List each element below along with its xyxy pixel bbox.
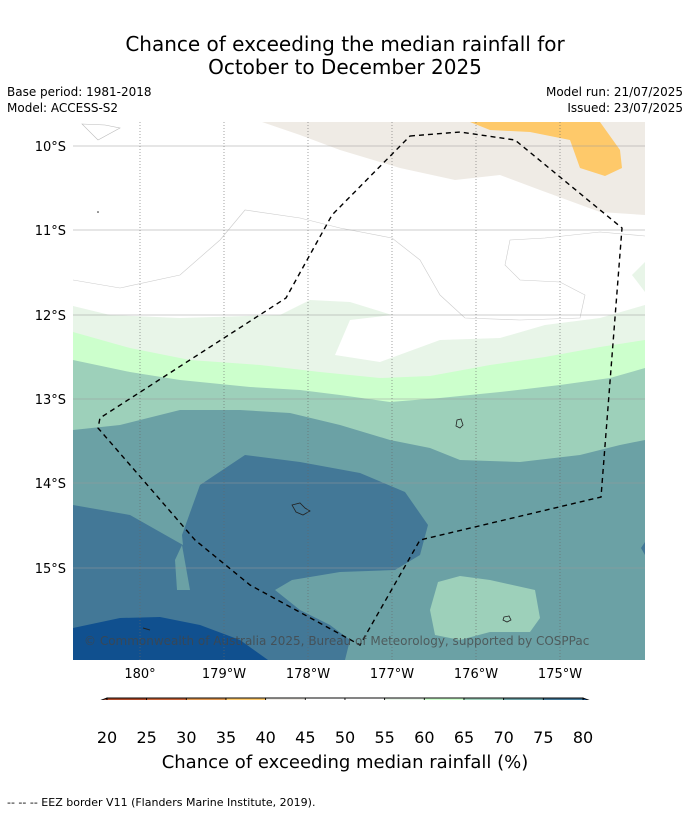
colorbar-tick-label: 55	[374, 728, 395, 747]
island-outline	[142, 627, 151, 631]
lat-label: 11°S	[35, 224, 66, 239]
lat-label: 12°S	[35, 309, 66, 324]
region-75-80	[73, 455, 428, 660]
model-run-text: Model run: 21/07/2025	[545, 85, 683, 99]
island-outline	[291, 502, 311, 516]
lon-label: 175°W	[538, 667, 582, 682]
lat-label: 14°S	[35, 477, 66, 492]
colorbar	[100, 697, 590, 700]
colorbar-tick-label: 35	[215, 728, 237, 747]
colorbar-tick-label: 65	[453, 728, 475, 747]
colorbar-under-arrow	[100, 697, 108, 700]
issued-text: Issued: 23/07/2025	[567, 101, 683, 115]
probability-contours	[73, 122, 645, 660]
eez-border	[97, 131, 623, 646]
island-outline	[455, 418, 464, 429]
region-55-60-edge	[632, 262, 645, 292]
region-40-45	[262, 122, 645, 215]
gridlines	[73, 122, 645, 660]
colorbar-tick-label: 75	[533, 728, 554, 747]
model-text: Model: ACCESS-S2	[7, 101, 119, 115]
chart-title-line2: October to December 2025	[208, 55, 482, 79]
contour-line	[81, 123, 121, 141]
colorbar-tick-label: 50	[334, 728, 356, 747]
colorbar-outline	[106, 697, 584, 700]
region-65-70-patch	[430, 576, 540, 640]
lat-label: 10°S	[35, 140, 66, 155]
lon-label: 180°	[124, 667, 155, 682]
colorbar-title: Chance of exceeding median rainfall (%)	[161, 752, 529, 773]
lat-label: 13°S	[35, 393, 66, 408]
island-dot	[97, 211, 99, 213]
lon-axis: 180° 179°W 178°W 177°W 176°W 175°W	[124, 667, 582, 682]
lon-label: 179°W	[202, 667, 246, 682]
copyright-text: © Commonwealth of Australia 2025, Bureau…	[84, 634, 589, 648]
colorbar-tick-label: 30	[176, 728, 197, 747]
region-over-80	[73, 617, 268, 660]
colorbar-tick-label: 25	[136, 728, 157, 747]
lon-label: 176°W	[454, 667, 498, 682]
colorbar-tick-label: 45	[295, 728, 316, 747]
forecast-map: © Commonwealth of Australia 2025, Bureau…	[35, 122, 645, 700]
colorbar-tick-label: 70	[493, 728, 514, 747]
region-35-40	[470, 122, 622, 176]
colorbar-tick-label: 80	[572, 728, 594, 747]
colorbar-over-arrow	[582, 697, 590, 700]
base-period-text: Base period: 1981-2018	[7, 85, 152, 99]
colorbar-tick-label: 20	[96, 728, 118, 747]
lat-label: 15°S	[35, 562, 66, 577]
colorbar-tick-label: 40	[255, 728, 276, 747]
chart-title-line1: Chance of exceeding the median rainfall …	[125, 32, 565, 56]
region-75-80-edge	[641, 542, 645, 555]
lat-axis: 10°S 11°S 12°S 13°S 14°S 15°S	[35, 140, 66, 577]
lon-label: 177°W	[370, 667, 414, 682]
island-outline	[502, 615, 512, 623]
lon-label: 178°W	[286, 667, 330, 682]
colorbar-tick-label: 60	[414, 728, 435, 747]
region-70-75-finger	[175, 545, 190, 590]
eez-footnote: -- -- -- EEZ border V11 (Flanders Marine…	[7, 796, 316, 809]
